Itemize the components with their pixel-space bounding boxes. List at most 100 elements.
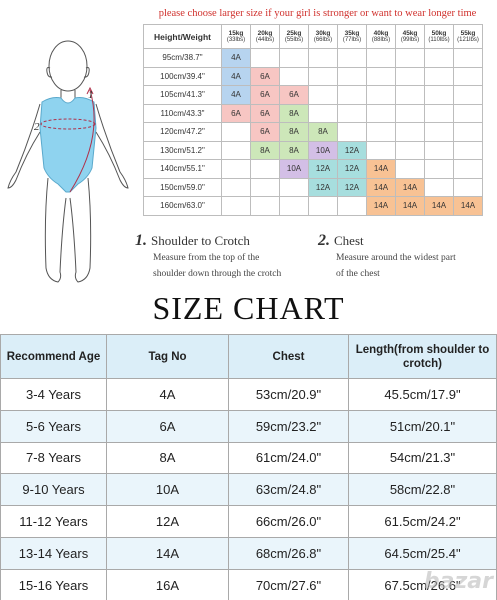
size-cell [279,66,309,86]
weight-kg: 30kg [315,29,331,37]
measure-title: Shoulder to Crotch [151,233,250,248]
tag-cell: 14A [106,536,229,570]
weight-lbs: (77lbs) [342,36,362,43]
size-cell: 14A [453,196,483,216]
size-cell [424,85,454,105]
size-cell [453,140,483,160]
size-cell [453,66,483,86]
size-chart-table: Recommend Age Tag No Chest Length(from s… [0,334,497,600]
weight-lbs: (44lbs) [255,36,275,43]
size-chart-title: SIZE CHART [152,290,345,326]
size-cell [250,196,280,216]
matrix-row: 140cm/55.1" 10A 12A 12A 14A [143,159,483,179]
size-cell: 6A [250,122,280,142]
weight-lbs: (99lbs) [400,36,420,43]
matrix-row: 95cm/38.7" 4A [143,48,483,68]
matrix-corner-header: Height/Weight [143,24,222,49]
age-cell: 5-6 Years [0,409,107,443]
figure-label-1: 1 [88,89,94,101]
matrix-row: 160cm/63.0" 14A 14A 14A 14A [143,196,483,216]
size-cell [337,103,367,123]
height-label: 140cm/55.1" [143,159,222,179]
size-cell: 4A [221,85,251,105]
weight-lbs: (88lbs) [371,36,391,43]
weight-kg: 40kg [373,29,389,37]
size-cell [424,122,454,142]
size-cell [221,122,251,142]
chest-cell: 63cm/24.8" [228,473,349,507]
size-cell: 6A [221,103,251,123]
measure-chest: 2. Chest Measure around the widest part … [318,232,456,282]
size-cell [221,177,251,197]
size-cell: 6A [250,103,280,123]
weight-column-header: 45kg (99lbs) [395,24,425,49]
size-cell [308,85,338,105]
age-cell: 7-8 Years [0,441,107,475]
height-label: 100cm/39.4" [143,66,222,86]
size-cell: 4A [221,66,251,86]
header-chest: Chest [228,334,349,379]
weight-kg: 20kg [257,29,273,37]
table-row: 15-16 Years 16A 70cm/27.6" 67.5cm/26.6" [0,568,497,600]
size-cell [366,140,396,160]
size-cell [221,140,251,160]
size-cell [366,48,396,68]
size-cell [221,159,251,179]
girl-figure-illustration: 1 2 [0,28,140,288]
size-cell [366,103,396,123]
measure-number: 2. [318,232,330,249]
size-cell: 14A [366,159,396,179]
weight-column-header: 35kg (77lbs) [337,24,367,49]
size-cell [337,66,367,86]
tag-cell: 10A [106,473,229,507]
matrix-row: 150cm/59.0" 12A 12A 14A 14A [143,177,483,197]
size-cell [395,103,425,123]
size-cell [250,48,280,68]
size-cell: 14A [395,177,425,197]
chest-cell: 70cm/27.6" [228,568,349,600]
size-cell [279,196,309,216]
size-cell [453,48,483,68]
size-cell: 14A [424,196,454,216]
size-cell: 14A [366,177,396,197]
size-cell: 12A [337,159,367,179]
length-cell: 51cm/20.1" [348,409,497,443]
height-label: 150cm/59.0" [143,177,222,197]
chest-cell: 68cm/26.8" [228,536,349,570]
weight-kg: 15kg [228,29,244,37]
weight-column-header: 25kg (55lbs) [279,24,309,49]
weight-lbs: (121lbs) [457,36,479,43]
size-cell [308,103,338,123]
figure-label-2: 2 [34,121,40,133]
weight-column-header: 20kg (44lbs) [250,24,280,49]
sizing-notice: please choose larger size if your girl i… [158,8,477,19]
length-cell: 58cm/22.8" [348,473,497,507]
height-label: 130cm/51.2" [143,140,222,160]
weight-kg: 45kg [402,29,418,37]
tag-cell: 12A [106,505,229,538]
size-cell: 12A [337,140,367,160]
size-cell [308,48,338,68]
measure-shoulder-to-crotch: 1. Shoulder to Crotch Measure from the t… [135,232,281,282]
size-cell: 8A [308,122,338,142]
size-cell [366,85,396,105]
size-cell [308,66,338,86]
chest-cell: 53cm/20.9" [228,378,349,411]
weight-lbs: (110lbs) [428,36,450,43]
matrix-row: 120cm/47.2" 6A 8A 8A [143,122,483,142]
size-cell [337,196,367,216]
measure-desc-line-2: shoulder down through the crotch [153,269,282,279]
size-cell: 10A [279,159,309,179]
length-cell: 54cm/21.3" [348,441,497,475]
header-length: Length(from shoulder to crotch) [348,334,497,379]
chest-cell: 66cm/26.0" [228,505,349,538]
weight-kg: 50kg [431,29,447,37]
measure-desc-line-2: of the chest [336,269,380,279]
weight-column-header: 40kg (88lbs) [366,24,396,49]
weight-column-header: 55kg (121lbs) [453,24,483,49]
height-label: 105cm/41.3" [143,85,222,105]
size-cell [395,122,425,142]
size-cell [453,159,483,179]
weight-kg: 35kg [344,29,360,37]
table-row: 9-10 Years 10A 63cm/24.8" 58cm/22.8" [0,473,497,507]
